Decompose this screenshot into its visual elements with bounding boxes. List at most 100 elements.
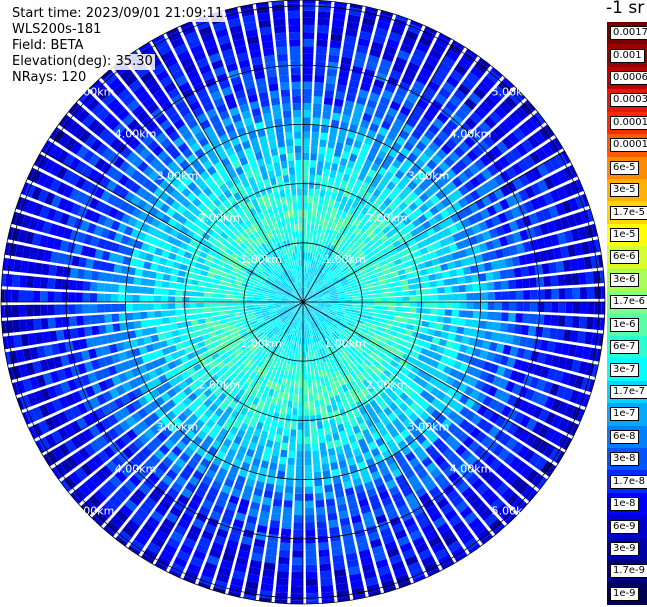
range-gate	[337, 291, 345, 295]
range-gate	[161, 392, 171, 403]
range-gate	[505, 195, 517, 208]
range-gate	[303, 351, 306, 359]
range-gate	[487, 292, 495, 301]
range-gate	[508, 245, 518, 256]
beta-sweep	[0, 0, 606, 605]
range-gate	[289, 364, 293, 373]
range-gate	[219, 319, 228, 325]
range-gate	[549, 189, 561, 203]
range-gate	[316, 279, 322, 286]
range-gate	[593, 286, 602, 299]
range-gate	[505, 513, 517, 525]
range-gate	[288, 328, 293, 336]
range-gate	[382, 52, 395, 63]
range-gate	[201, 499, 214, 510]
range-gate	[345, 306, 353, 310]
range-gate	[270, 324, 277, 331]
range-gate	[323, 293, 331, 297]
range-gate	[470, 427, 482, 439]
range-gate	[426, 159, 438, 170]
range-gate	[337, 164, 346, 174]
range-gate	[319, 218, 325, 227]
range-gate	[327, 411, 335, 420]
range-gate	[279, 313, 286, 319]
range-gate	[338, 202, 346, 211]
range-gate	[338, 303, 346, 306]
range-gate	[562, 259, 572, 272]
range-gate	[214, 379, 223, 388]
range-gate	[331, 403, 339, 412]
range-gate	[303, 3, 316, 11]
range-gate	[513, 324, 523, 335]
range-gate	[461, 467, 474, 480]
range-gate	[215, 497, 227, 508]
range-gate	[336, 327, 344, 333]
range-gate	[398, 191, 408, 201]
range-gate	[465, 48, 478, 59]
range-gate	[342, 317, 350, 322]
range-gate	[424, 187, 435, 198]
range-gate	[446, 358, 456, 367]
range-gate	[420, 400, 430, 411]
range-gate	[305, 288, 308, 296]
range-gate	[154, 310, 162, 318]
range-gate	[331, 373, 338, 382]
range-gate	[502, 223, 512, 234]
range-gate	[296, 444, 303, 452]
range-gate	[468, 440, 480, 453]
range-gate	[111, 456, 124, 469]
range-gate	[462, 266, 472, 275]
range-gate	[309, 167, 316, 175]
range-gate	[334, 379, 341, 388]
range-gate	[520, 266, 529, 277]
range-gate	[429, 205, 440, 216]
range-gate	[396, 112, 408, 123]
range-gate	[168, 378, 178, 388]
range-gate	[5, 273, 13, 287]
range-gate	[138, 464, 151, 477]
range-gate	[139, 502, 153, 515]
range-gate	[308, 336, 312, 344]
range-gate	[303, 195, 308, 203]
range-gate	[473, 302, 481, 310]
range-gate	[436, 391, 446, 401]
range-gate	[581, 346, 591, 360]
range-gate	[70, 328, 79, 339]
range-gate	[369, 204, 378, 213]
range-gate	[381, 120, 392, 131]
range-gate	[329, 351, 335, 359]
range-gate	[4, 289, 12, 302]
range-gate	[251, 335, 259, 343]
range-gate	[571, 273, 580, 285]
range-gate	[348, 278, 356, 284]
range-gate	[338, 252, 346, 260]
range-gate	[524, 99, 536, 112]
range-gate	[355, 249, 364, 257]
range-gate	[193, 408, 204, 419]
range-gate	[409, 111, 421, 122]
range-gate	[378, 126, 389, 137]
range-gate	[365, 367, 374, 376]
range-gate	[414, 385, 424, 395]
range-gate	[313, 364, 318, 373]
range-gate	[387, 335, 396, 342]
range-gate	[474, 254, 484, 264]
range-gate	[182, 290, 190, 296]
range-gate	[360, 119, 370, 129]
range-gate	[452, 476, 465, 489]
range-gate	[574, 375, 585, 390]
range-gate	[569, 389, 581, 404]
range-gate	[296, 337, 300, 345]
range-gate	[316, 305, 324, 309]
range-gate	[55, 265, 64, 277]
range-gate	[374, 251, 383, 259]
range-gate	[335, 193, 343, 203]
range-gate	[430, 294, 438, 301]
range-gate	[267, 298, 275, 301]
range-gate	[314, 309, 321, 315]
range-gate	[290, 357, 295, 366]
range-gate	[307, 307, 313, 313]
range-gate	[63, 475, 77, 490]
range-gate	[313, 286, 319, 293]
range-gate	[342, 284, 351, 289]
